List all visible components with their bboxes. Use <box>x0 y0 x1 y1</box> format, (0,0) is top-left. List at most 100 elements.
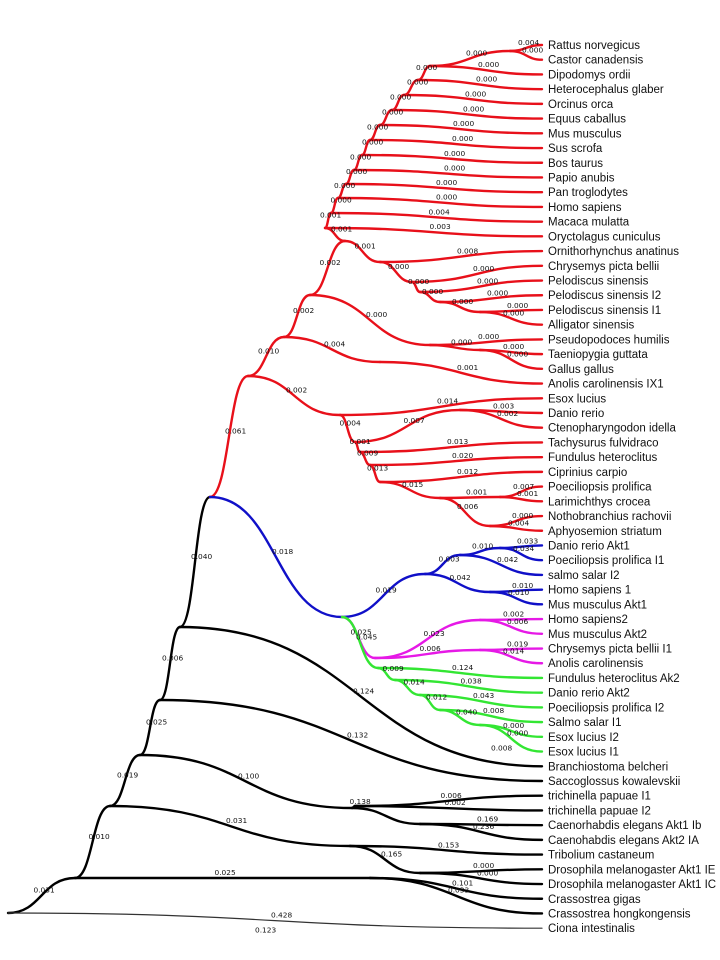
branch-length-label: 0.025 <box>146 718 167 727</box>
internal-branch <box>438 300 482 314</box>
leaf-branch <box>418 871 544 886</box>
internal-branch <box>6 876 77 915</box>
branch-length-label: 0.015 <box>402 480 423 489</box>
leaf-labels: Rattus norvegicus Castor canadensis Dipodo… <box>548 40 716 935</box>
branch-length-label: 0.000 <box>444 164 465 173</box>
taxon-label: Sus scrofa <box>548 143 603 155</box>
branch-length-label: 0.061 <box>225 427 246 436</box>
branch-length-label: 0.000 <box>522 45 543 54</box>
branch-length-label: 0.000 <box>350 153 371 162</box>
leaf-branch <box>416 78 544 91</box>
branch-length-label: 0.006 <box>420 644 441 653</box>
branch-length-label: 0.001 <box>466 488 487 497</box>
leaf-branch <box>336 196 544 209</box>
internal-branch <box>340 615 380 670</box>
branch-length-label: 0.000 <box>408 277 429 286</box>
internal-branch <box>378 480 442 500</box>
branch-length-label: 0.000 <box>422 287 443 296</box>
branch-length-label: 0.000 <box>407 78 428 87</box>
internal-branch <box>368 463 382 484</box>
internal-branch <box>376 666 397 682</box>
branch-length-label: 0.042 <box>450 573 471 582</box>
leaf-branch <box>358 441 544 454</box>
taxon-label: Fundulus heteroclitus Ak2 <box>548 673 680 685</box>
branch-length-label: 0.013 <box>367 464 388 473</box>
internal-branch <box>178 495 212 629</box>
branch-length-label: 0.000 <box>451 338 472 347</box>
taxon-label: Drosophila melanogaster Akt1 IC <box>548 879 716 891</box>
internal-branch <box>438 495 502 500</box>
leaf-branch <box>478 723 544 753</box>
leaf-branch <box>378 470 544 484</box>
leaf-branch <box>7 912 543 929</box>
branch-length-label: 0.002 <box>320 258 341 267</box>
branch-length-label: 0.000 <box>463 104 484 113</box>
taxon-label: Homo sapiens 1 <box>548 585 631 597</box>
taxon-label: Chrysemys picta bellii I1 <box>548 644 672 656</box>
taxon-label: Papio anubis <box>548 172 615 184</box>
taxon-label: Danio rerio <box>548 408 604 420</box>
internal-branch <box>138 698 162 757</box>
taxon-label: Caenohabdis elegans Akt2 IA <box>548 835 699 847</box>
branch-length-label: 0.001 <box>320 211 341 220</box>
taxon-label: Pelodiscus sinensis I2 <box>548 290 661 302</box>
taxon-label: Taeniopygia guttata <box>548 349 648 361</box>
branch-length-label: 0.000 <box>367 123 388 132</box>
taxon-label: Chrysemys picta bellii <box>548 261 659 273</box>
taxon-label: Poeciliopsis prolifica I1 <box>548 555 664 567</box>
branch-length-label: 0.042 <box>497 555 518 564</box>
branch-length-label: 0.019 <box>117 771 138 780</box>
taxon-label: Orcinus orca <box>548 99 614 111</box>
branch-length-label: 0.000 <box>436 178 457 187</box>
branch-length-label: 0.013 <box>447 437 468 446</box>
branch-length-label: 0.002 <box>293 306 314 315</box>
taxon-label: Gallus gallus <box>548 364 614 376</box>
branch-length-label: 0.040 <box>456 708 477 717</box>
branch-length-label: 0.000 <box>382 108 403 117</box>
branch-length-label: 0.023 <box>424 629 445 638</box>
branch-length-label: 0.045 <box>356 633 377 642</box>
taxon-label: Mus musculus Akt2 <box>548 629 647 641</box>
branch-length-label: 0.003 <box>430 222 451 231</box>
internal-branch <box>308 239 347 297</box>
branch-length-label: 0.012 <box>457 467 478 476</box>
internal-branch <box>393 678 422 697</box>
leaf-branch <box>458 553 544 577</box>
branch-length-label: 0.000 <box>465 89 486 98</box>
branch-length-label: 0.040 <box>191 552 212 561</box>
leaf-branch <box>378 360 544 385</box>
taxon-label: Ciprinius carpio <box>548 467 627 479</box>
branch-length-label: 0.000 <box>444 149 465 158</box>
branch-length-label: 0.000 <box>334 181 355 190</box>
branch-length-label: 0.014 <box>437 397 458 406</box>
leaf-branch <box>178 625 544 768</box>
branch-length-label: 0.000 <box>487 289 508 298</box>
taxon-label: trichinella papuae I2 <box>548 805 651 817</box>
branch-length-label: 0.008 <box>483 706 504 715</box>
taxon-label: Pseudopodoces humilis <box>548 334 670 346</box>
leaf-branch <box>418 822 544 842</box>
branch-length-label: 0.000 <box>476 75 497 84</box>
leaf-branch <box>498 495 544 503</box>
internal-branch <box>338 413 357 444</box>
branch-length-label: 0.006 <box>507 617 528 626</box>
taxon-label: Crassostrea gigas <box>548 894 641 906</box>
taxon-label: Crassostrea hongkongensis <box>548 908 691 920</box>
leaf-branch <box>488 524 544 532</box>
leaf-branch <box>478 648 544 665</box>
branch-length-label: 0.100 <box>238 772 259 781</box>
branch-length-label: 0.000 <box>452 134 473 143</box>
branch-length-label: 0.124 <box>452 663 473 672</box>
branch-length-label: 0.169 <box>477 815 498 824</box>
branch-length-label: 0.000 <box>453 119 474 128</box>
branch-length-label: 0.010 <box>508 588 529 597</box>
branch-length-label: 0.001 <box>355 242 376 251</box>
branch-length-label: 0.008 <box>491 743 512 752</box>
internal-branch <box>423 572 492 594</box>
branch-length-label: 0.031 <box>226 816 247 825</box>
internal-branch <box>108 753 142 808</box>
internal-branch <box>308 293 432 347</box>
taxon-label: Homo sapiens <box>548 202 622 214</box>
internal-branch <box>350 806 422 826</box>
branch-length-label: 0.007 <box>513 482 534 491</box>
